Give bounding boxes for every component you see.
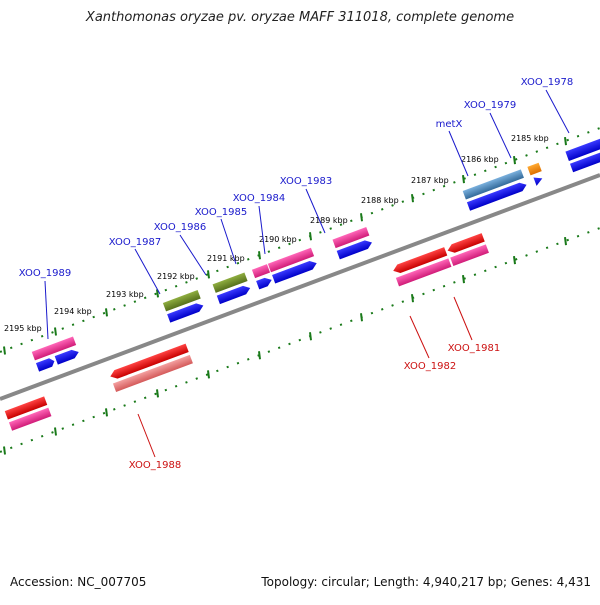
tick-label-2185: 2185 kbp (511, 134, 549, 143)
inner-major-tick (411, 294, 414, 303)
tick-label-2191: 2191 kbp (207, 254, 245, 263)
gene-label-xoo-1984[interactable]: XOO_1984 (233, 193, 285, 204)
cds-xoo-1979-feature[interactable] (533, 175, 544, 186)
inner-major-tick (105, 408, 108, 417)
cds-metx-feature[interactable] (466, 181, 528, 211)
cds-offscreen-left-feature (8, 407, 52, 431)
outer-major-tick (207, 270, 210, 279)
gene-xoo-1985-feature[interactable] (251, 264, 271, 279)
label-leader-lines (44, 89, 570, 458)
gene-offscreen-left-feature (4, 396, 48, 420)
tick-label-2194: 2194 kbp (54, 307, 92, 316)
gene-xoo-1983-feature[interactable] (332, 227, 370, 249)
tick-label-2188: 2188 kbp (361, 196, 399, 205)
gene-xoo-1978-feature[interactable] (565, 138, 600, 161)
cds-xoo-1989b-feature[interactable] (54, 348, 81, 365)
tick-label-2186: 2186 kbp (461, 155, 499, 164)
tick-label-2195: 2195 kbp (4, 324, 42, 333)
cds-xoo-1985-feature[interactable] (256, 276, 273, 290)
inner-tick-track (0, 227, 600, 453)
inner-major-tick (513, 255, 516, 265)
cds-xoo-1989a-feature[interactable] (35, 357, 56, 372)
gene-xoo-1984-feature[interactable] (267, 247, 315, 273)
outer-major-tick (564, 136, 567, 146)
gene-xoo-1989-feature[interactable] (31, 336, 77, 361)
inner-major-tick (54, 427, 57, 436)
scale-labels: 2185 kbp 2186 kbp 2187 kbp 2188 kbp 2189… (4, 134, 549, 333)
cds-xoo-1981-feature[interactable] (450, 244, 489, 267)
gene-xoo-1988-feature[interactable] (109, 343, 189, 381)
cds-xoo-1982-feature[interactable] (395, 258, 452, 287)
gene-xoo-1979-feature[interactable] (527, 162, 542, 176)
gene-xoo-1982-feature[interactable] (392, 247, 448, 275)
inner-major-tick (207, 370, 210, 379)
genome-title: Xanthomonas oryzae pv. oryzae MAFF 31101… (85, 10, 515, 25)
gene-label-xoo-1983[interactable]: XOO_1983 (280, 176, 332, 187)
inner-major-tick (462, 275, 465, 284)
outer-major-tick (309, 232, 312, 241)
gene-label-xoo-1978[interactable]: XOO_1978 (521, 77, 573, 88)
inner-major-tick (309, 332, 312, 341)
gene-label-xoo-1982[interactable]: XOO_1982 (404, 361, 456, 372)
cds-xoo-1983-feature[interactable] (336, 238, 374, 260)
outer-major-tick (105, 308, 108, 317)
major-ticks (3, 136, 567, 455)
cds-xoo-1986-feature[interactable] (216, 284, 252, 305)
cds-xoo-1988-feature[interactable] (112, 354, 193, 392)
gene-label-xoo-1988[interactable]: XOO_1988 (129, 460, 181, 471)
genome-backbone (0, 173, 600, 401)
gene-labels: XOO_1978 XOO_1979 metX XOO_1983 XOO_1984… (19, 77, 573, 471)
tick-label-2187: 2187 kbp (411, 176, 449, 185)
tick-label-2193: 2193 kbp (106, 290, 144, 299)
outer-major-tick (411, 194, 414, 203)
gene-label-xoo-1987[interactable]: XOO_1987 (109, 237, 161, 248)
tick-label-2192: 2192 kbp (157, 272, 195, 281)
outer-major-tick (360, 213, 363, 222)
gene-xoo-1986-feature[interactable] (212, 272, 248, 293)
gene-label-xoo-1989[interactable]: XOO_1989 (19, 268, 71, 279)
cds-xoo-1984-feature[interactable] (272, 259, 318, 284)
gene-label-xoo-1981[interactable]: XOO_1981 (448, 343, 500, 354)
feature-track (4, 138, 600, 431)
cds-xoo-1987-feature[interactable] (167, 301, 205, 323)
cds-xoo-1978-feature[interactable] (569, 150, 600, 173)
inner-major-tick (258, 351, 261, 360)
gene-label-xoo-1985[interactable]: XOO_1985 (195, 207, 247, 218)
outer-tick-track (0, 127, 600, 353)
gene-label-xoo-1986[interactable]: XOO_1986 (154, 222, 206, 233)
inner-major-tick (360, 313, 363, 322)
inner-major-tick (3, 446, 6, 455)
tick-label-2190: 2190 kbp (259, 235, 297, 244)
inner-major-tick (564, 236, 567, 246)
gene-metx-feature[interactable] (462, 169, 524, 200)
outer-major-tick (54, 327, 57, 336)
accession-text: Accession: NC_007705 (10, 575, 147, 589)
gene-xoo-1987-feature[interactable] (162, 290, 201, 312)
outer-major-tick (462, 175, 465, 184)
outer-major-tick (258, 251, 261, 260)
outer-major-tick (156, 289, 159, 298)
gene-label-metx[interactable]: metX (436, 119, 463, 130)
outer-major-tick (513, 155, 516, 165)
gene-label-xoo-1979[interactable]: XOO_1979 (464, 100, 516, 111)
outer-major-tick (3, 346, 6, 355)
genome-summary-text: Topology: circular; Length: 4,940,217 bp… (261, 575, 591, 589)
inner-major-tick (156, 389, 159, 398)
tick-label-2189: 2189 kbp (310, 216, 348, 225)
gene-xoo-1981-feature[interactable] (446, 233, 485, 255)
